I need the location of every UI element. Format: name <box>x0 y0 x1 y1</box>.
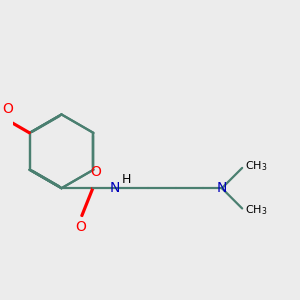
Text: O: O <box>75 220 86 234</box>
Text: O: O <box>2 102 13 116</box>
Text: CH$_3$: CH$_3$ <box>245 203 267 217</box>
Text: N: N <box>110 181 121 195</box>
Text: CH$_3$: CH$_3$ <box>245 160 267 173</box>
Text: O: O <box>90 165 101 179</box>
Text: N: N <box>217 181 227 195</box>
Text: H: H <box>122 172 131 186</box>
